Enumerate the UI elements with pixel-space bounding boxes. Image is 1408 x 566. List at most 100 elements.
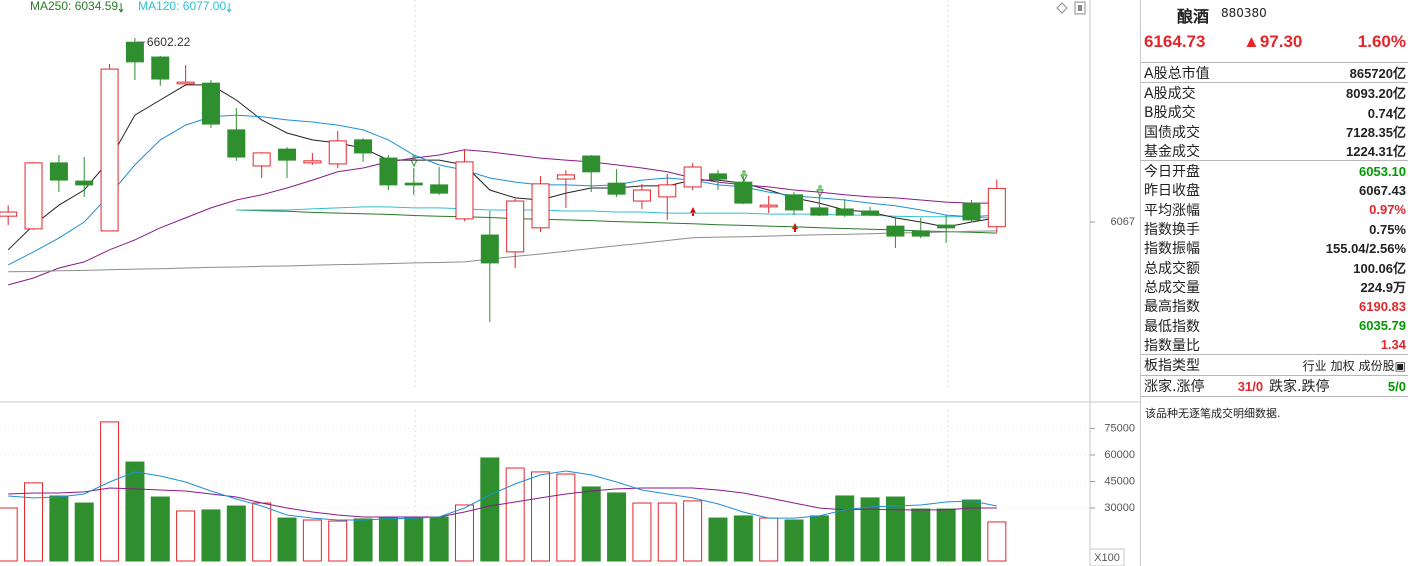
row-label: 板指类型 — [1144, 358, 1200, 375]
candle-body — [0, 211, 18, 217]
row-value: 7128.35亿 — [1346, 125, 1406, 141]
signal-arrow — [816, 185, 824, 198]
candle-body — [278, 148, 297, 161]
unit-box — [1089, 548, 1125, 566]
panel-groups: A股总市值 865720亿 A股成交 8093.20亿 B股成交 0.74亿国债成交 712… — [1141, 63, 1408, 356]
row-label: 跌家.跌停 — [1269, 379, 1330, 396]
panel-row: 指数量比 1.34 — [1141, 335, 1408, 354]
legend-arrow — [226, 3, 232, 13]
high-label: 6602.22 — [147, 35, 191, 49]
row-label: 平均涨幅 — [1144, 202, 1200, 219]
volume-bar — [100, 421, 120, 562]
volume-bar — [480, 457, 500, 562]
row-label: 指数量比 — [1144, 337, 1200, 354]
y-tick-label: 60000 — [1104, 449, 1135, 461]
panel-row: 指数振幅 155.04/2.56% — [1141, 239, 1408, 258]
row-value: 6190.83 — [1359, 298, 1406, 314]
legend-entry: MA250: 6034.59 — [30, 0, 118, 13]
volume-bar — [784, 519, 804, 562]
volume-bar — [0, 507, 18, 562]
row-value: 1224.31亿 — [1346, 144, 1406, 160]
volume-bar — [961, 499, 981, 562]
row-value: 865720亿 — [1349, 66, 1406, 82]
panel-group: 今日开盘 6053.10 昨日收盘 6067.43 平均涨幅 0.97% 指数换手 0.75%… — [1141, 161, 1408, 356]
row-value: 100.06亿 — [1353, 261, 1406, 277]
index-name: 酿酒 — [1177, 7, 1210, 26]
candle-body — [632, 189, 651, 202]
row-value: 6053.10 — [1359, 163, 1406, 179]
change-pct: 1.60% — [1357, 32, 1406, 51]
row-label: 基金成交 — [1144, 143, 1200, 160]
candle-body — [455, 161, 474, 220]
row-label: 指数振幅 — [1144, 241, 1200, 258]
panel-note: 该品种无逐笔成交明细数据. — [1145, 407, 1281, 421]
volume-bar — [835, 495, 855, 562]
candle-body — [785, 194, 804, 211]
row-label: 指数换手 — [1144, 222, 1200, 239]
volume-bar — [505, 467, 525, 562]
candle-body — [100, 68, 119, 232]
panel-row: A股成交 8093.20亿 — [1141, 83, 1408, 102]
candle-body — [911, 230, 930, 237]
volume-bar — [683, 500, 703, 562]
candle-body — [303, 160, 322, 164]
icon[interactable] — [1056, 2, 1068, 14]
panel-row: 国债成交 7128.35亿 — [1141, 122, 1408, 141]
ma-line — [236, 206, 997, 220]
chart: X100 6067 6602.22 MA250: 6034.59 MA120: 607… — [0, 0, 1140, 566]
volume-bar — [24, 482, 44, 562]
volume-bar — [708, 517, 728, 562]
legend-entry: MA120: 6077.00 — [138, 0, 226, 13]
candle-body — [379, 157, 398, 186]
panel-row: 指数换手 0.75% — [1141, 219, 1408, 239]
row-label: 最高指数 — [1144, 299, 1200, 316]
signal-arrow — [740, 170, 748, 183]
candle-body — [962, 202, 981, 221]
row-label: 总成交额 — [1144, 260, 1200, 277]
ma-line — [8, 470, 997, 521]
row-label: A股总市值 — [1144, 65, 1210, 82]
volume-bar — [49, 495, 69, 562]
panel-row: 基金成交 1224.31亿 — [1141, 141, 1408, 160]
type-row: 板指类型 行业 加权 成份股▣ — [1141, 355, 1408, 377]
row-label: B股成交 — [1144, 105, 1196, 122]
volume-bar — [277, 517, 297, 562]
candle-body — [252, 152, 271, 167]
candle-body — [937, 224, 956, 229]
candle-body — [49, 162, 68, 181]
candle-body — [531, 183, 550, 229]
row-label: 涨家.涨停 — [1144, 379, 1205, 396]
volume-bar — [429, 516, 449, 562]
candle-body — [810, 207, 829, 216]
panel-row: 总成交额 100.06亿 — [1141, 258, 1408, 277]
volume-bar — [936, 508, 956, 562]
panel-row: 昨日收盘 6067.43 — [1141, 181, 1408, 200]
candle-body — [835, 208, 854, 216]
volume-bar — [759, 517, 779, 562]
row-label: 国债成交 — [1144, 124, 1200, 141]
limit-row: 涨家.涨停 31/0 跌家.跌停 5/0 — [1141, 376, 1408, 398]
icon[interactable] — [1074, 1, 1086, 15]
volume-bar — [353, 518, 373, 562]
candle-body — [607, 182, 626, 195]
legend-arrow — [118, 3, 124, 13]
index-code: 880380 — [1221, 6, 1267, 20]
volume-bar — [531, 471, 551, 562]
volume-bar — [125, 461, 145, 562]
y-tick-label: 75000 — [1104, 422, 1135, 434]
volume-bar — [74, 502, 94, 562]
panel-row: 平均涨幅 0.97% — [1141, 200, 1408, 219]
candle-body — [24, 162, 43, 230]
volume-bar — [911, 508, 931, 562]
row-value: 0.97% — [1369, 202, 1406, 218]
volume-bar — [404, 517, 424, 562]
row-value: 0.74亿 — [1367, 105, 1406, 121]
volume-bar — [885, 496, 905, 562]
panel-group: A股成交 8093.20亿 B股成交 0.74亿国债成交 7128.35亿基金成交 122… — [1141, 83, 1408, 162]
volume-bar — [809, 515, 829, 562]
type-option: 成份股▣ — [1358, 358, 1406, 373]
candle-body — [734, 181, 753, 204]
signal-arrow — [792, 223, 798, 232]
candle-body — [556, 174, 575, 180]
y-tick-label: 45000 — [1104, 475, 1135, 487]
